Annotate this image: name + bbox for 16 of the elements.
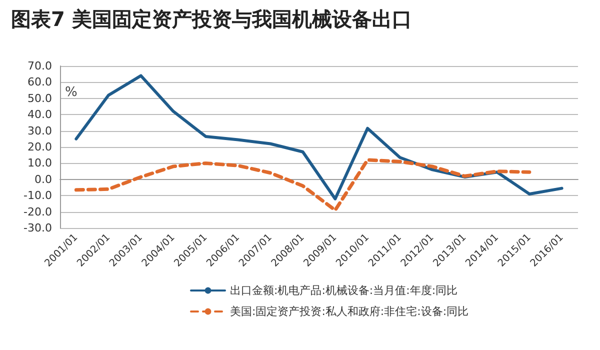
y-tick-label: 0.0 <box>34 172 52 186</box>
y-tick-label: 30.0 <box>28 124 52 138</box>
y-tick-label: 70.0 <box>28 60 52 72</box>
line-series <box>74 158 532 212</box>
legend-label: 出口金额:机电产品:机械设备:当月值:年度:同比 <box>230 284 458 297</box>
y-tick-label: -10.0 <box>24 189 52 202</box>
y-tick-label: -20.0 <box>24 205 52 218</box>
y-tick-label: 20.0 <box>28 140 52 154</box>
y-tick-label: 60.0 <box>28 76 52 89</box>
y-tick-label: -30.0 <box>24 222 52 234</box>
chart-title: 图表7 美国固定资产投资与我国机械设备出口 <box>11 7 412 31</box>
y-tick-label: 50.0 <box>28 92 52 105</box>
legend-label: 美国:固定资产投资:私人和政府:非住宅:设备:同比 <box>230 305 469 318</box>
y-axis-title: % <box>65 85 78 100</box>
y-tick-label: 10.0 <box>28 156 52 170</box>
y-tick-label: 40.0 <box>28 108 52 122</box>
